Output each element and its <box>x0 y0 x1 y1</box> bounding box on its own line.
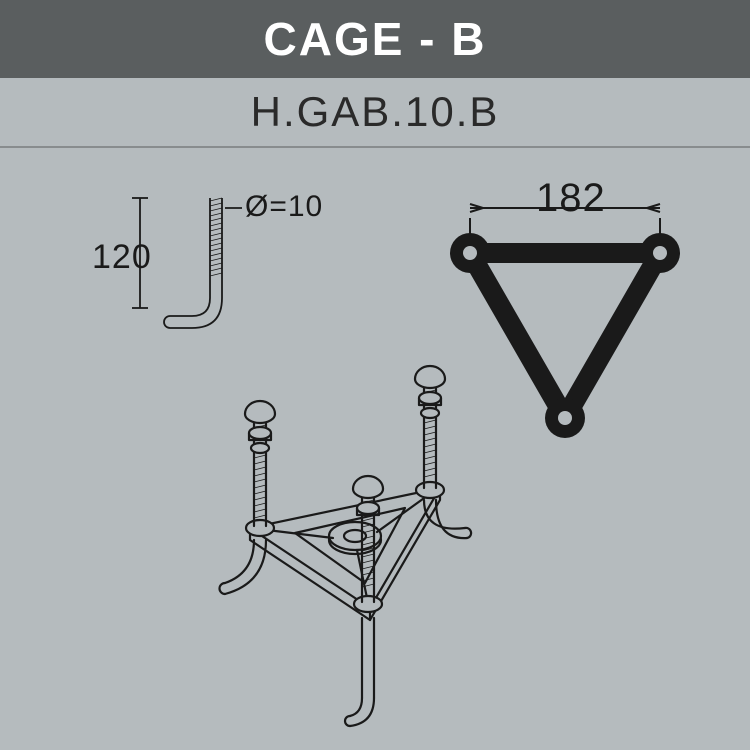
subtitle-bar: H.GAB.10.B <box>0 78 750 148</box>
title-bar: CAGE - B <box>0 0 750 78</box>
diagram-area: 120 Ø=10 <box>0 148 750 750</box>
isometric-assembly <box>0 148 750 750</box>
product-title: CAGE - B <box>264 12 487 66</box>
product-code: H.GAB.10.B <box>251 88 500 136</box>
